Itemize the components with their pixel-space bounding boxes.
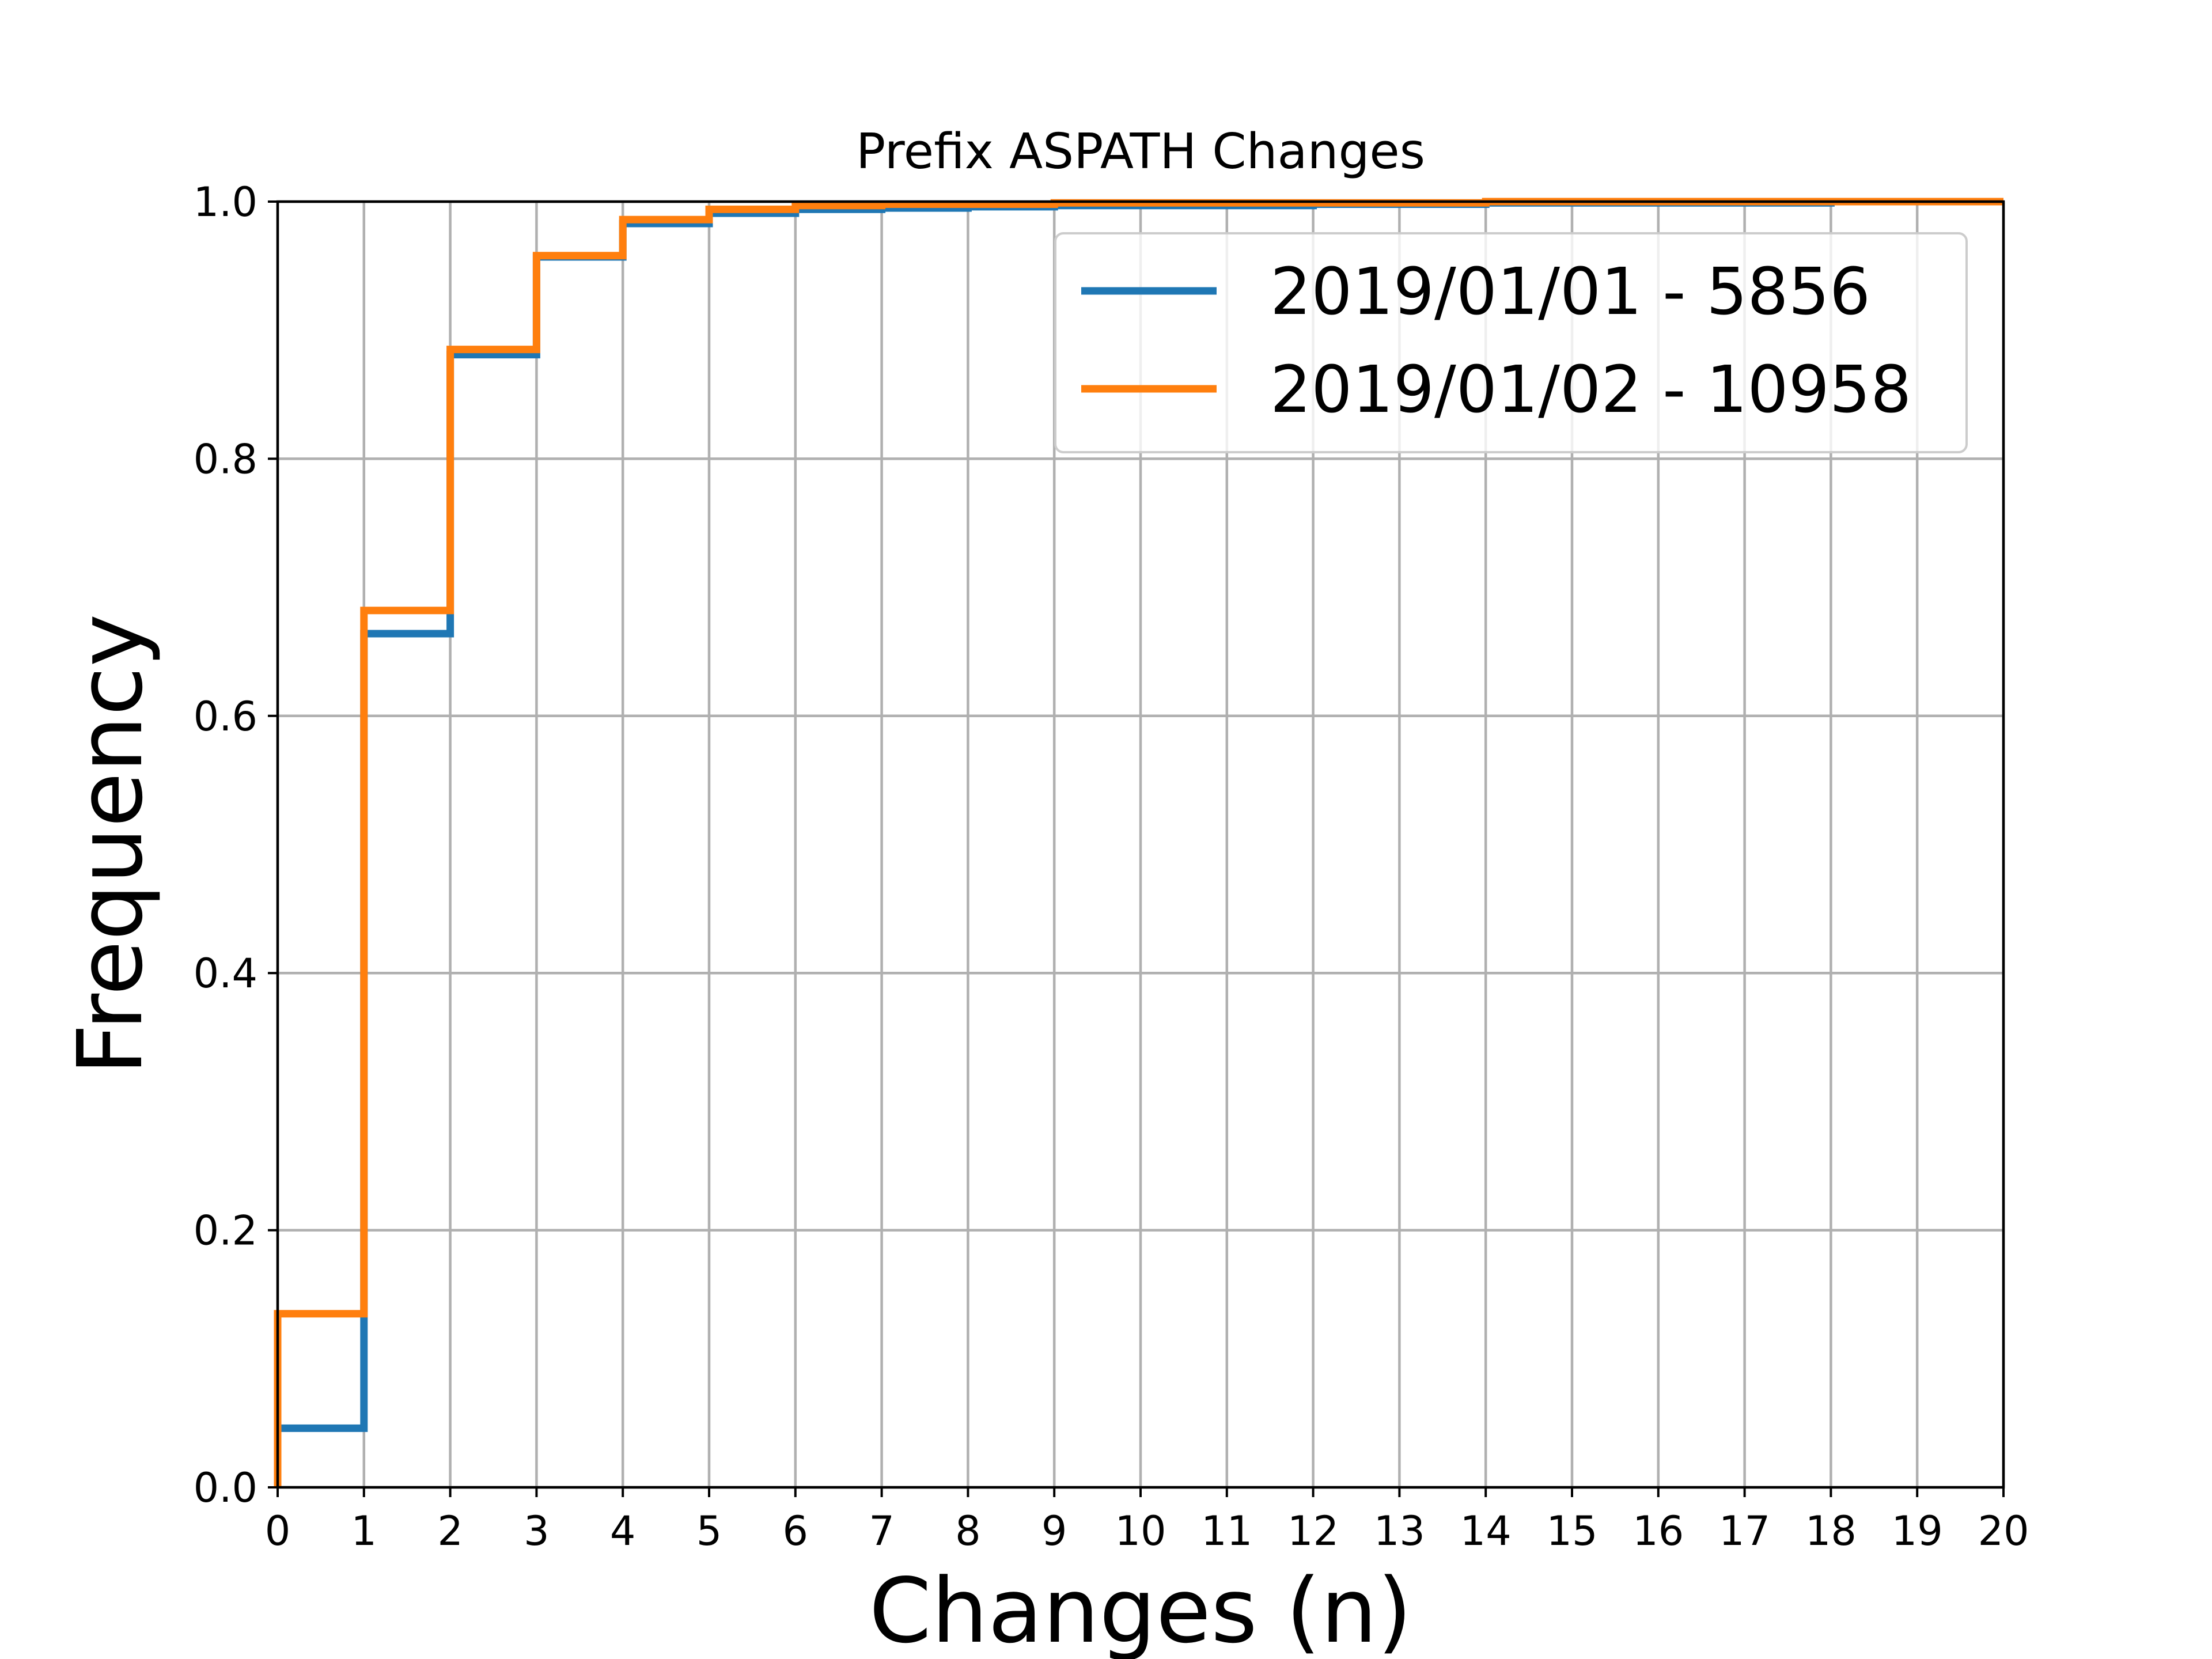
x-tick-label: 20 xyxy=(1978,1508,2029,1555)
y-axis-label: Frequency xyxy=(58,614,162,1075)
y-tick-label: 0.2 xyxy=(194,1207,257,1255)
x-tick-label: 5 xyxy=(696,1508,722,1555)
y-tick-label: 0.6 xyxy=(194,693,257,740)
y-tick-label: 1.0 xyxy=(194,179,257,226)
x-tick-label: 16 xyxy=(1633,1508,1684,1555)
y-tick-label: 0.4 xyxy=(194,950,257,997)
legend-label-2: 2019/01/02 - 10958 xyxy=(1270,353,1911,427)
x-tick-label: 10 xyxy=(1115,1508,1166,1555)
x-tick-label: 18 xyxy=(1805,1508,1857,1555)
x-tick-label: 14 xyxy=(1460,1508,1512,1555)
x-tick-label: 6 xyxy=(783,1508,809,1555)
x-tick-label: 19 xyxy=(1892,1508,1943,1555)
x-tick-label: 1 xyxy=(351,1508,377,1555)
x-tick-label: 7 xyxy=(869,1508,895,1555)
y-tick-label: 0.0 xyxy=(194,1464,257,1512)
x-tick-label: 0 xyxy=(265,1508,291,1555)
legend: 2019/01/01 - 5856 2019/01/02 - 10958 xyxy=(1054,232,1968,453)
x-tick-label: 2 xyxy=(437,1508,463,1555)
x-tick-label: 12 xyxy=(1287,1508,1339,1555)
x-tick-label: 13 xyxy=(1374,1508,1425,1555)
legend-label-1: 2019/01/01 - 5856 xyxy=(1270,255,1870,329)
chart-title: Prefix ASPATH Changes xyxy=(856,123,1425,180)
x-tick-label: 9 xyxy=(1041,1508,1067,1555)
x-tick-label: 15 xyxy=(1546,1508,1597,1555)
x-tick-label: 4 xyxy=(610,1508,636,1555)
x-tick-label: 17 xyxy=(1719,1508,1770,1555)
legend-box xyxy=(1054,232,1968,453)
x-tick-label: 8 xyxy=(955,1508,981,1555)
ticks: 0 1 2 3 4 5 6 7 8 9 10 11 12 13 14 15 16 17 18 19 200.00.20.… xyxy=(194,179,2029,1555)
x-tick-label: 3 xyxy=(524,1508,550,1555)
x-axis-label: Changes (n) xyxy=(869,1559,1412,1659)
x-tick-label: 11 xyxy=(1201,1508,1252,1555)
y-tick-label: 0.8 xyxy=(194,435,257,483)
